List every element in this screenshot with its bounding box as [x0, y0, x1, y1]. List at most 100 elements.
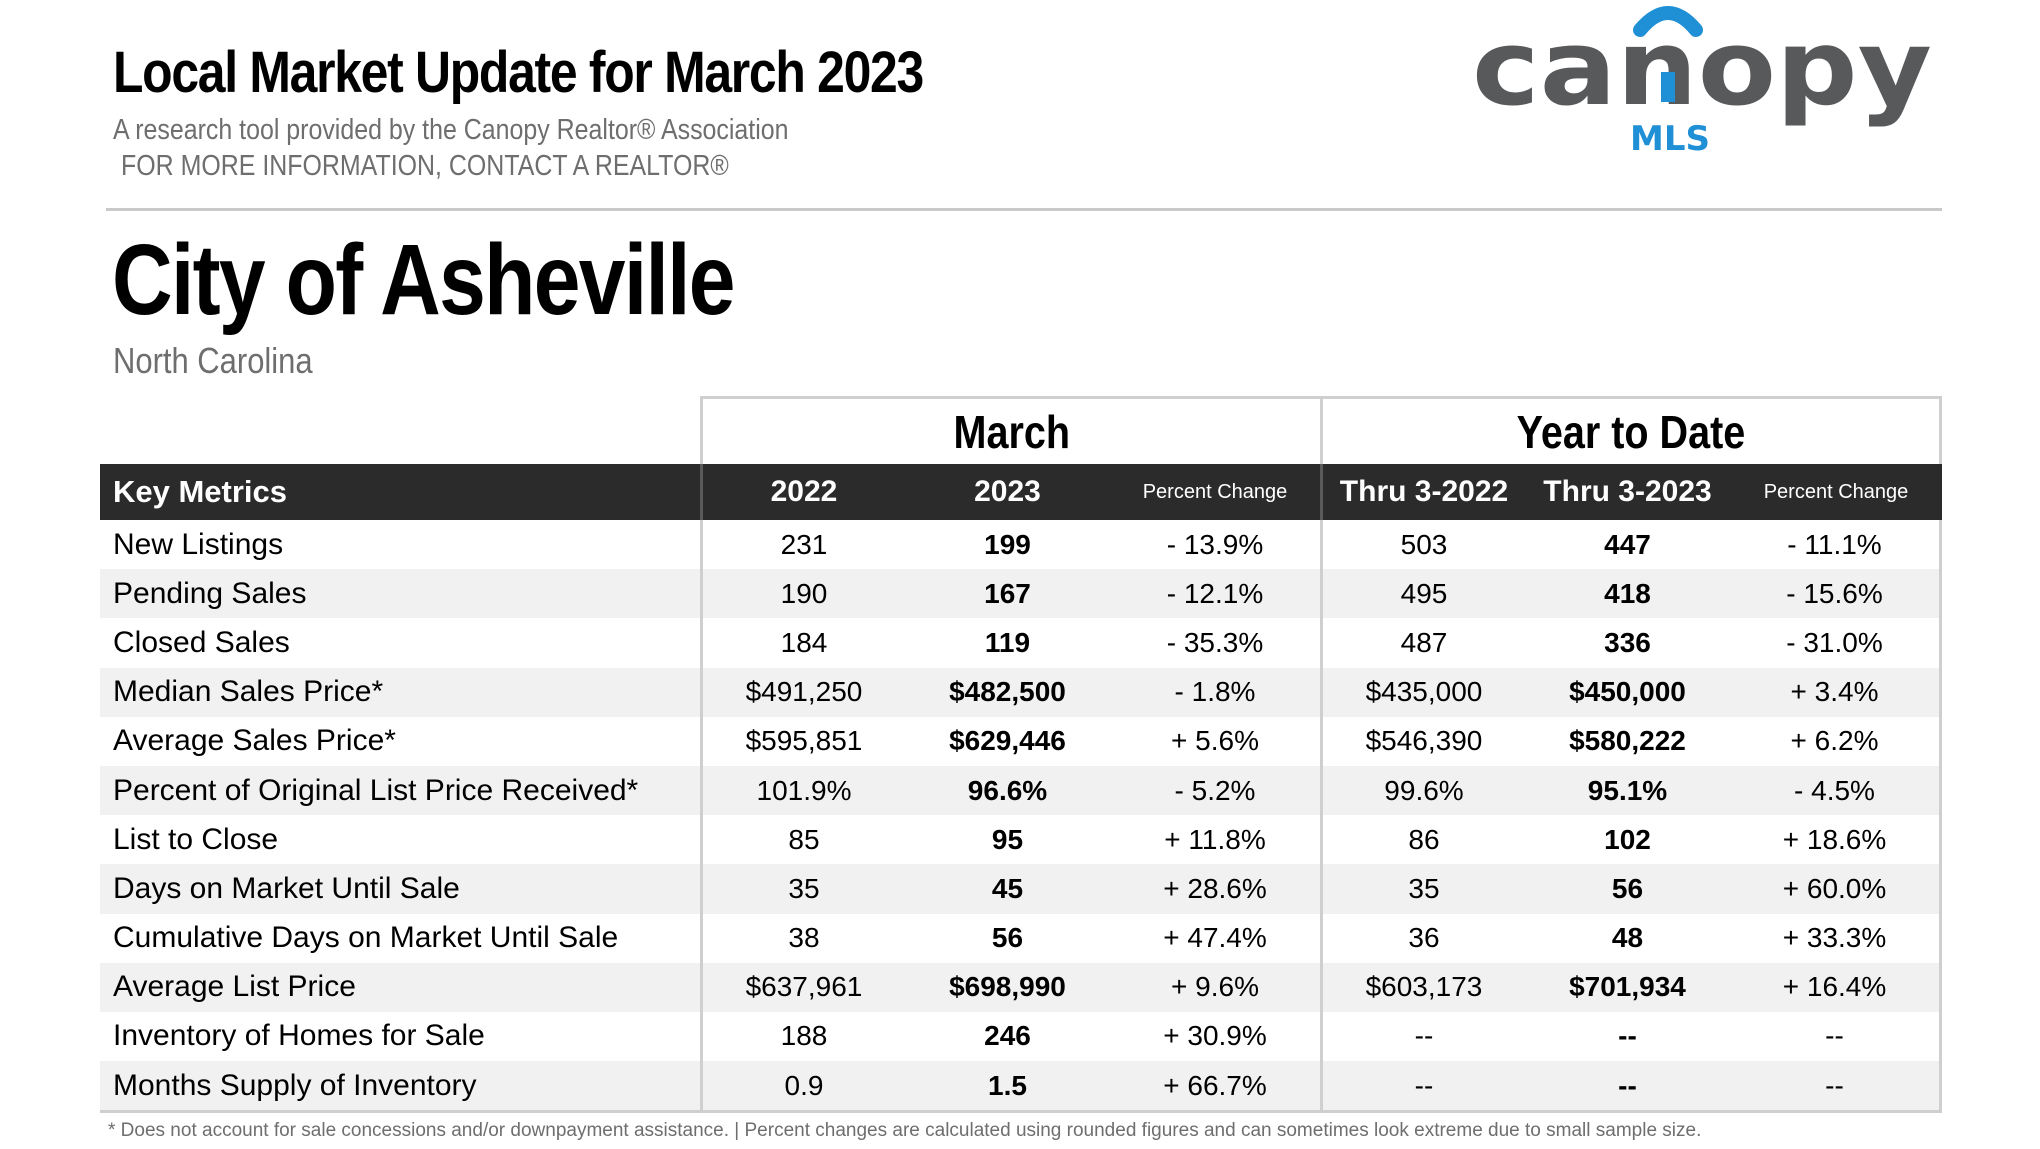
march-percent-change: + 66.7%: [1163, 1069, 1267, 1101]
header-2022: 2022: [700, 464, 905, 520]
ytd-2023-value: 447: [1604, 528, 1651, 560]
metric-label: New Listings: [113, 527, 284, 561]
ytd-2023-value: --: [1618, 1020, 1637, 1052]
group-year-to-date: Year to Date: [1320, 396, 1942, 464]
ytd-percent-change: --: [1730, 1061, 1942, 1111]
march-percent-change: - 1.8%: [1174, 676, 1256, 708]
ytd-percent-change: - 11.1%: [1730, 520, 1942, 570]
group-header-row: March Year to Date: [100, 396, 1942, 464]
table-row: List to Close 85 95 + 11.8% 86 102 + 18.6%: [100, 815, 1942, 865]
metric-label: Pending Sales: [113, 576, 307, 610]
march-2022-value: 85: [700, 815, 905, 865]
canopy-mls-logo: canopy MLS: [1472, 6, 1932, 159]
march-2023-value: 1.5: [988, 1069, 1027, 1101]
march-2023-value: 167: [984, 577, 1031, 609]
footnote: * Does not account for sale concessions …: [108, 1120, 1702, 1141]
group-march: March: [700, 396, 1323, 464]
march-2022-value: 188: [700, 1011, 905, 1062]
logo-door: [1661, 72, 1675, 102]
march-2023-value: 119: [984, 626, 1031, 658]
ytd-2023-value: $580,222: [1569, 725, 1686, 757]
table-row: Closed Sales 184 119 - 35.3% 487 336 - 31.0%: [100, 618, 1942, 668]
metric-label: Median Sales Price*: [113, 675, 384, 709]
ytd-2023-value: 48: [1611, 922, 1644, 954]
march-2023-value: 95: [991, 823, 1024, 855]
ytd-percent-change: - 15.6%: [1730, 569, 1942, 619]
table-row: Pending Sales 190 167 - 12.1% 495 418 - 15.6%: [100, 569, 1942, 619]
city-name: City of Asheville: [112, 224, 736, 336]
ytd-percent-change: + 33.3%: [1730, 913, 1942, 963]
march-percent-change: - 5.2%: [1174, 774, 1256, 806]
table-row: Days on Market Until Sale 35 45 + 28.6% 35 56…: [100, 864, 1942, 914]
state-name: North Carolina: [113, 340, 313, 381]
march-percent-change: + 5.6%: [1171, 725, 1259, 757]
ytd-2022-value: 495: [1320, 569, 1525, 619]
logo-wordmark: canopy: [1472, 7, 1932, 129]
metric-label: Percent of Original List Price Received*: [113, 773, 639, 807]
ytd-2023-value: 95.1%: [1587, 774, 1668, 806]
ytd-2022-value: 99.6%: [1320, 765, 1525, 816]
logo-sub: MLS: [1630, 119, 1710, 159]
metric-label: Average List Price: [113, 970, 356, 1004]
ytd-2022-value: 487: [1320, 618, 1525, 668]
march-2023-value: $698,990: [949, 971, 1066, 1003]
metric-label: Closed Sales: [113, 625, 290, 659]
march-2022-value: 101.9%: [700, 765, 905, 816]
header-2023: 2023: [974, 475, 1041, 508]
ytd-percent-change: - 31.0%: [1730, 618, 1942, 668]
ytd-percent-change: + 3.4%: [1730, 667, 1942, 717]
header-thru-3-2022: Thru 3-2022: [1320, 464, 1525, 520]
ytd-2022-value: --: [1320, 1011, 1525, 1062]
ytd-percent-change: + 18.6%: [1730, 815, 1942, 865]
report-subtitle: A research tool provided by the Canopy R…: [113, 114, 789, 146]
metric-label: Days on Market Until Sale: [113, 871, 460, 905]
march-percent-change: - 35.3%: [1166, 626, 1264, 658]
march-percent-change: + 30.9%: [1163, 1020, 1267, 1052]
march-2022-value: 0.9: [700, 1061, 905, 1111]
table-row: Inventory of Homes for Sale 188 246 + 30.9%…: [100, 1011, 1942, 1062]
ytd-2023-value: 418: [1604, 577, 1651, 609]
march-2022-value: $491,250: [700, 667, 905, 717]
march-2022-value: $595,851: [700, 716, 905, 766]
header-key-metrics: Key Metrics: [113, 474, 288, 509]
march-percent-change: + 47.4%: [1163, 922, 1267, 954]
metric-label: Cumulative Days on Market Until Sale: [113, 921, 619, 955]
ytd-percent-change: + 6.2%: [1730, 716, 1942, 766]
ytd-2022-value: --: [1320, 1061, 1525, 1111]
header-divider: [106, 208, 1942, 211]
ytd-2023-value: $701,934: [1569, 971, 1686, 1003]
header-ytd-percent-change: Percent Change: [1763, 480, 1909, 503]
march-2023-value: $629,446: [949, 725, 1066, 757]
metric-label: Inventory of Homes for Sale: [113, 1019, 485, 1053]
march-2023-value: 56: [991, 922, 1024, 954]
header-percent-change: Percent Change: [1142, 480, 1288, 503]
table-row: New Listings 231 199 - 13.9% 503 447 - 11.1%: [100, 520, 1942, 570]
table-row: Median Sales Price* $491,250 $482,500 - 1.8…: [100, 667, 1942, 717]
ytd-2022-value: 86: [1320, 815, 1525, 865]
metric-label: Months Supply of Inventory: [113, 1068, 477, 1102]
march-2022-value: $637,961: [700, 962, 905, 1012]
ytd-percent-change: + 60.0%: [1730, 864, 1942, 914]
report-header: Local Market Update for March 2023 A res…: [113, 38, 1513, 184]
ytd-percent-change: + 16.4%: [1730, 962, 1942, 1012]
column-header-row: Key Metrics 2022 2023 Percent Change Thr…: [100, 464, 1942, 520]
ytd-2022-value: 503: [1320, 520, 1525, 570]
march-2022-value: 38: [700, 913, 905, 963]
march-percent-change: + 9.6%: [1171, 971, 1259, 1003]
ytd-2023-value: --: [1618, 1069, 1637, 1101]
contact-note: FOR MORE INFORMATION, CONTACT A REALTOR®: [121, 150, 729, 182]
table-row: Cumulative Days on Market Until Sale 38 56…: [100, 913, 1942, 963]
march-2022-value: 35: [700, 864, 905, 914]
march-percent-change: + 11.8%: [1164, 823, 1266, 855]
march-percent-change: - 13.9%: [1166, 528, 1264, 560]
ytd-2023-value: 102: [1604, 823, 1651, 855]
march-2022-value: 184: [700, 618, 905, 668]
ytd-percent-change: --: [1730, 1011, 1942, 1062]
header-thru-3-2023: Thru 3-2023: [1543, 475, 1712, 508]
march-2023-value: 96.6%: [967, 774, 1048, 806]
metric-label: Average Sales Price*: [113, 724, 396, 758]
ytd-2023-value: $450,000: [1569, 676, 1686, 708]
march-2022-value: 190: [700, 569, 905, 619]
table-body: New Listings 231 199- 13.9% 503 447- 11.1% Pe…: [100, 520, 1942, 1114]
ytd-2023-value: 336: [1604, 626, 1651, 658]
